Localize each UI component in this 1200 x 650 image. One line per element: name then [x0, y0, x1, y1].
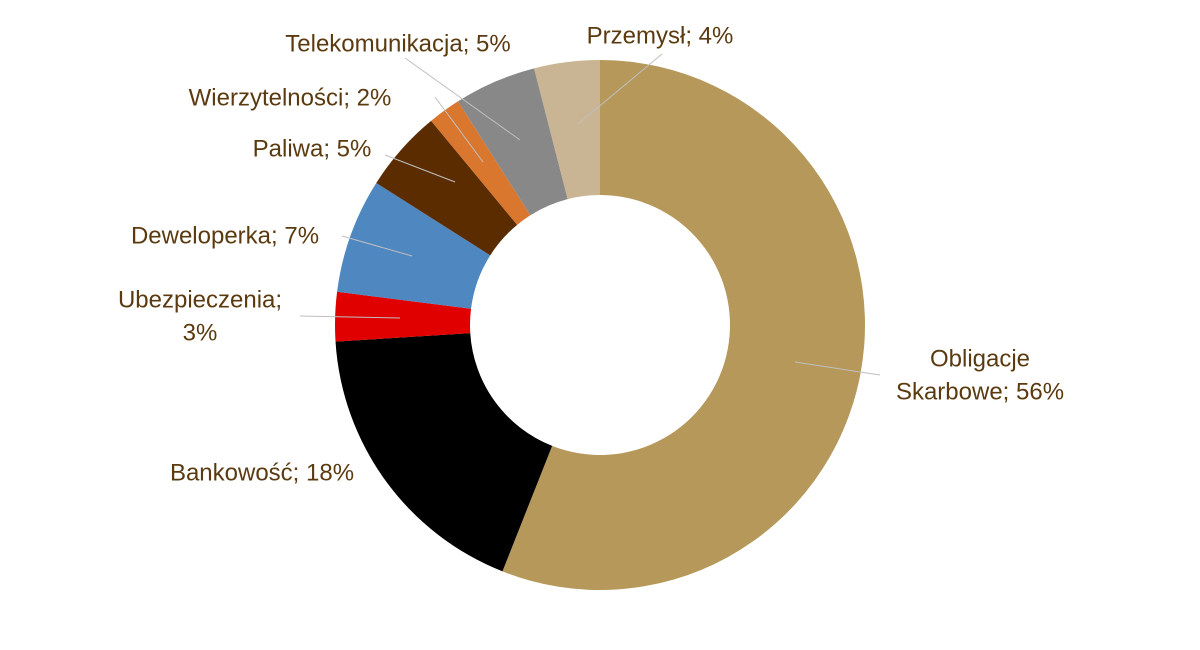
data-label: Obligacje: [930, 345, 1030, 372]
data-label: Skarbowe; 56%: [896, 378, 1064, 405]
leader-line: [341, 235, 413, 257]
leader-line: [404, 57, 521, 141]
leader-line: [384, 154, 456, 183]
data-label: Wierzytelności; 2%: [189, 84, 392, 111]
donut-slice: [502, 60, 865, 590]
data-label: Telekomunikacja; 5%: [285, 30, 510, 57]
donut-slice: [376, 120, 518, 256]
leader-line: [299, 315, 401, 319]
donut-slice: [335, 291, 472, 342]
data-label: Paliwa; 5%: [253, 135, 372, 162]
leader-line: [577, 53, 663, 125]
data-label: Przemysł; 4%: [587, 22, 734, 49]
donut-slice: [337, 183, 491, 309]
data-label: Ubezpieczenia;: [118, 286, 282, 313]
donut-slice: [458, 68, 568, 216]
donut-slice: [335, 333, 553, 572]
leader-line: [794, 361, 881, 376]
donut-slice: [534, 60, 600, 200]
data-label: Deweloperka; 7%: [131, 222, 319, 249]
data-label: 3%: [183, 319, 218, 346]
leader-line: [434, 96, 484, 163]
donut-slice: [431, 101, 531, 225]
data-label: Bankowość; 18%: [170, 459, 354, 486]
